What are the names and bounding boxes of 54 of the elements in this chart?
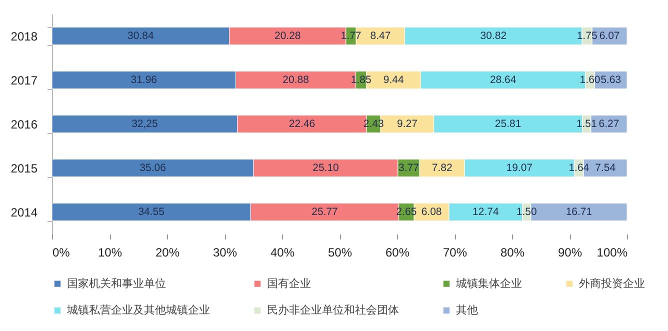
data-label: 3.77 bbox=[398, 162, 420, 174]
data-label: 8.47 bbox=[370, 30, 391, 42]
data-label: 1.64 bbox=[568, 162, 590, 174]
y-tick-label: 2016 bbox=[10, 118, 38, 132]
data-label: 28.64 bbox=[490, 74, 516, 86]
data-label: 34.55 bbox=[138, 206, 165, 218]
data-label: 25.77 bbox=[312, 206, 338, 218]
legend-label: 其他 bbox=[456, 304, 478, 316]
y-tick-label: 2014 bbox=[10, 206, 38, 220]
data-label: 1.75 bbox=[576, 30, 598, 42]
x-tick-label: 10% bbox=[98, 246, 122, 260]
data-label: 32,25 bbox=[132, 118, 158, 130]
data-label: 12.74 bbox=[472, 206, 499, 218]
x-tick-label: 0% bbox=[52, 246, 70, 260]
x-tick-label: 40% bbox=[270, 246, 295, 260]
data-label: 20.28 bbox=[274, 30, 301, 42]
legend-label: 外商投资企业 bbox=[579, 276, 645, 290]
data-label: 6.08 bbox=[421, 206, 442, 218]
x-tick-label: 80% bbox=[500, 246, 525, 260]
y-tick-label: 2015 bbox=[10, 162, 38, 176]
y-tick-label: 2017 bbox=[10, 74, 38, 88]
legend-label: 国有企业 bbox=[267, 276, 311, 290]
legend-label: 城镇私营企业及其他城镇企业 bbox=[66, 304, 210, 316]
data-label: 30.84 bbox=[128, 30, 154, 42]
legend-label: 民办非企业单位和社会团体 bbox=[267, 304, 399, 316]
data-label: 6.07 bbox=[599, 30, 620, 42]
x-tick-label: 90% bbox=[558, 246, 582, 260]
data-label: 7.54 bbox=[595, 162, 616, 174]
data-label: 22.46 bbox=[288, 118, 316, 130]
x-tick-label: 70% bbox=[442, 246, 468, 260]
data-label: 1.60 bbox=[580, 74, 600, 86]
y-tick-label: 2018 bbox=[10, 30, 38, 44]
data-label: 6.27 bbox=[598, 118, 620, 130]
data-label: 25.10 bbox=[312, 162, 340, 174]
x-tick-label: 100% bbox=[596, 246, 628, 260]
data-label: 30.82 bbox=[480, 30, 507, 42]
data-label: 31.96 bbox=[130, 74, 158, 86]
data-label: 35.06 bbox=[140, 162, 166, 174]
data-label: 20.88 bbox=[282, 74, 310, 86]
data-label: 5.63 bbox=[600, 74, 622, 86]
x-tick-label: 20% bbox=[155, 246, 180, 260]
legend-label: 国家机关和事业单位 bbox=[67, 276, 166, 290]
data-label: 7.82 bbox=[432, 162, 452, 174]
legend-label: 城镇集体企业 bbox=[455, 276, 522, 290]
data-label: 9.27 bbox=[396, 118, 418, 130]
data-label: 25.81 bbox=[494, 118, 522, 130]
x-tick-label: 50% bbox=[328, 246, 352, 260]
data-label: 1.51 bbox=[576, 118, 597, 130]
data-label: 9.44 bbox=[383, 74, 404, 86]
data-label: 19.07 bbox=[506, 162, 533, 174]
x-tick-label: 60% bbox=[385, 246, 410, 260]
x-tick-label: 30% bbox=[212, 246, 238, 260]
data-label: 16.71 bbox=[566, 206, 592, 218]
data-label: 1.50 bbox=[516, 206, 537, 218]
